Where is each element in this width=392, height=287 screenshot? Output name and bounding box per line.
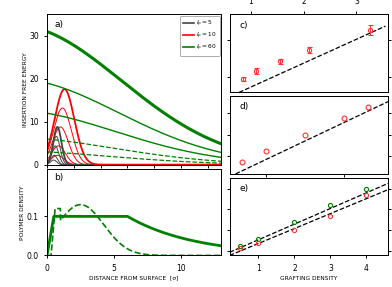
X-axis label: PARTICLE DIAMETER: PARTICLE DIAMETER: [279, 194, 339, 199]
Text: d): d): [239, 102, 249, 111]
Text: a): a): [54, 20, 63, 29]
Text: e): e): [239, 184, 248, 193]
Legend: $l_p = 5$, $l_p = 10$, $l_p = 60$: $l_p = 5$, $l_p = 10$, $l_p = 60$: [180, 16, 220, 56]
X-axis label: DISTANCE FROM SURFACE  [σ]: DISTANCE FROM SURFACE [σ]: [89, 276, 179, 280]
Y-axis label: POLYMER DENSITY: POLYMER DENSITY: [20, 185, 25, 240]
Text: c): c): [239, 21, 248, 30]
X-axis label: GRAFTING DENSITY: GRAFTING DENSITY: [280, 276, 338, 280]
Y-axis label: INSERTION FREE ENERGY: INSERTION FREE ENERGY: [23, 52, 27, 127]
Text: b): b): [54, 173, 63, 182]
